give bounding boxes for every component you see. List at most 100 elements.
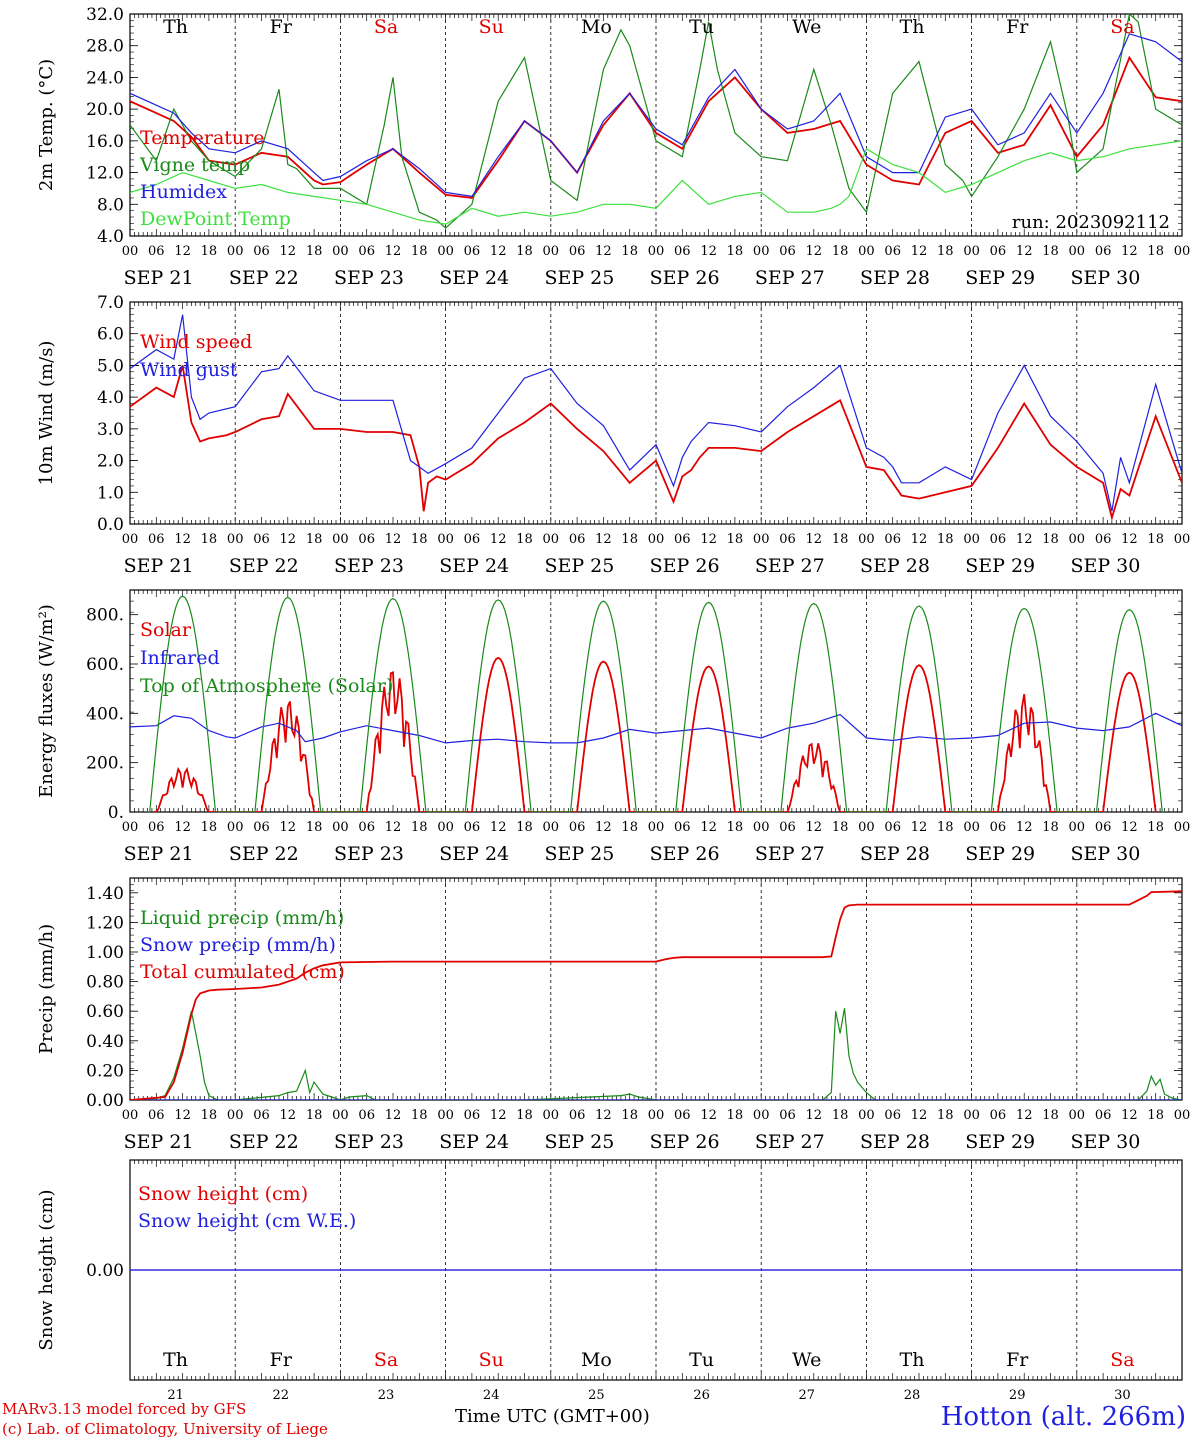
- weekday-bottom-label: Th: [163, 1349, 188, 1371]
- y-tick-label: 0.0: [97, 515, 124, 535]
- hour-tick-label: 06: [990, 1108, 1007, 1123]
- y-tick-label: 8.0: [97, 195, 124, 215]
- series-line-0: [154, 656, 1158, 812]
- weekday-bottom-label: Th: [900, 1349, 925, 1371]
- hour-tick-label: 06: [1095, 820, 1112, 835]
- date-label: SEP 30: [1070, 267, 1140, 289]
- weekday-bottom-label: We: [792, 1349, 821, 1371]
- hour-tick-label: 06: [569, 532, 586, 547]
- hour-tick-label: 12: [595, 820, 612, 835]
- date-label: SEP 22: [229, 555, 299, 577]
- hour-tick-label: 12: [911, 1108, 928, 1123]
- hour-tick-label: 12: [806, 820, 823, 835]
- weekday-bottom-label: Tu: [689, 1349, 714, 1371]
- legend-entry: Solar: [140, 619, 192, 641]
- hour-tick-label: 18: [621, 1108, 638, 1123]
- hour-tick-label: 06: [1095, 244, 1112, 259]
- hour-tick-label: 18: [306, 1108, 323, 1123]
- hour-tick-label: 00: [437, 532, 454, 547]
- weekday-bottom-label: Fr: [270, 1349, 293, 1371]
- hour-tick-label: 12: [385, 1108, 402, 1123]
- y-tick-label: 1.40: [86, 884, 124, 904]
- hour-tick-label: 12: [595, 1108, 612, 1123]
- day-number-label: 28: [904, 1388, 921, 1403]
- hour-tick-label: 12: [806, 1108, 823, 1123]
- hour-tick-label: 00: [1174, 244, 1191, 259]
- date-label: SEP 26: [650, 843, 720, 865]
- day-number-label: 22: [273, 1388, 290, 1403]
- legend-entry: Snow precip (mm/h): [140, 934, 336, 956]
- hour-tick-label: 06: [464, 820, 481, 835]
- hour-tick-label: 18: [937, 244, 954, 259]
- hour-tick-label: 00: [753, 820, 770, 835]
- date-label: SEP 23: [334, 555, 404, 577]
- hour-tick-label: 12: [1016, 1108, 1033, 1123]
- hour-tick-label: 06: [464, 1108, 481, 1123]
- weekday-top-label: Tu: [689, 16, 714, 38]
- hour-tick-label: 06: [779, 244, 796, 259]
- y-tick-label: 0.20: [86, 1061, 124, 1081]
- hour-tick-label: 06: [990, 532, 1007, 547]
- hour-tick-label: 00: [543, 532, 560, 547]
- hour-tick-label: 12: [280, 532, 297, 547]
- hour-tick-label: 18: [201, 820, 218, 835]
- y-tick-label: 12.0: [86, 164, 124, 184]
- date-label: SEP 23: [334, 843, 404, 865]
- hour-tick-label: 06: [358, 244, 375, 259]
- hour-tick-label: 00: [543, 1108, 560, 1123]
- date-label: SEP 29: [965, 555, 1035, 577]
- hour-tick-label: 00: [1069, 244, 1086, 259]
- hour-tick-label: 00: [1069, 532, 1086, 547]
- date-label: SEP 28: [860, 267, 930, 289]
- legend-entry: Temperature: [140, 127, 264, 149]
- weekday-top-label: Mo: [581, 16, 612, 38]
- hour-tick-label: 00: [437, 820, 454, 835]
- legend-entry: Humidex: [140, 181, 227, 203]
- hour-tick-label: 06: [148, 532, 165, 547]
- hour-tick-label: 18: [306, 820, 323, 835]
- hour-tick-label: 06: [253, 820, 270, 835]
- hour-tick-label: 18: [516, 532, 533, 547]
- hour-tick-label: 06: [148, 1108, 165, 1123]
- day-number-label: 27: [799, 1388, 816, 1403]
- legend-entry: Top of Atmosphere (Solar): [140, 675, 393, 697]
- hour-tick-label: 18: [832, 820, 849, 835]
- hour-tick-label: 00: [1174, 820, 1191, 835]
- hour-tick-label: 06: [674, 1108, 691, 1123]
- hour-tick-label: 06: [779, 532, 796, 547]
- hour-tick-label: 00: [122, 820, 139, 835]
- day-number-label: 30: [1114, 1388, 1131, 1403]
- series-line-3: [130, 140, 1182, 225]
- date-label: SEP 29: [965, 843, 1035, 865]
- hour-tick-label: 18: [1147, 1108, 1164, 1123]
- series-line-1: [130, 314, 1182, 512]
- date-label: SEP 22: [229, 1131, 299, 1153]
- weekday-top-label: Th: [900, 16, 925, 38]
- y-tick-label: 0.: [108, 803, 124, 823]
- date-label: SEP 21: [124, 267, 194, 289]
- hour-tick-label: 00: [543, 244, 560, 259]
- hour-tick-label: 06: [674, 244, 691, 259]
- y-tick-label: 800.: [86, 606, 124, 626]
- hour-tick-label: 18: [621, 820, 638, 835]
- y-tick-label: 2.0: [97, 452, 124, 472]
- hour-tick-label: 12: [490, 532, 507, 547]
- hour-tick-label: 12: [280, 244, 297, 259]
- hour-tick-label: 00: [753, 244, 770, 259]
- hour-tick-label: 12: [911, 532, 928, 547]
- weekday-top-label: Fr: [1006, 16, 1029, 38]
- weekday-bottom-label: Fr: [1006, 1349, 1029, 1371]
- weekday-bottom-label: Su: [479, 1349, 504, 1371]
- hour-tick-label: 00: [963, 1108, 980, 1123]
- legend-entry: Snow height (cm): [138, 1183, 308, 1205]
- series-line-2: [130, 890, 1182, 1100]
- hour-tick-label: 00: [227, 820, 244, 835]
- date-label: SEP 22: [229, 843, 299, 865]
- hour-tick-label: 00: [332, 820, 349, 835]
- hour-tick-label: 00: [858, 244, 875, 259]
- hour-tick-label: 12: [700, 244, 717, 259]
- date-label: SEP 25: [544, 1131, 614, 1153]
- panel-1: 4.0 8.0 12.0 16.0 20.0 24.0 28.0 32.0 2m Temp. (…: [36, 5, 1190, 289]
- hour-tick-label: 06: [148, 244, 165, 259]
- hour-tick-label: 00: [648, 244, 665, 259]
